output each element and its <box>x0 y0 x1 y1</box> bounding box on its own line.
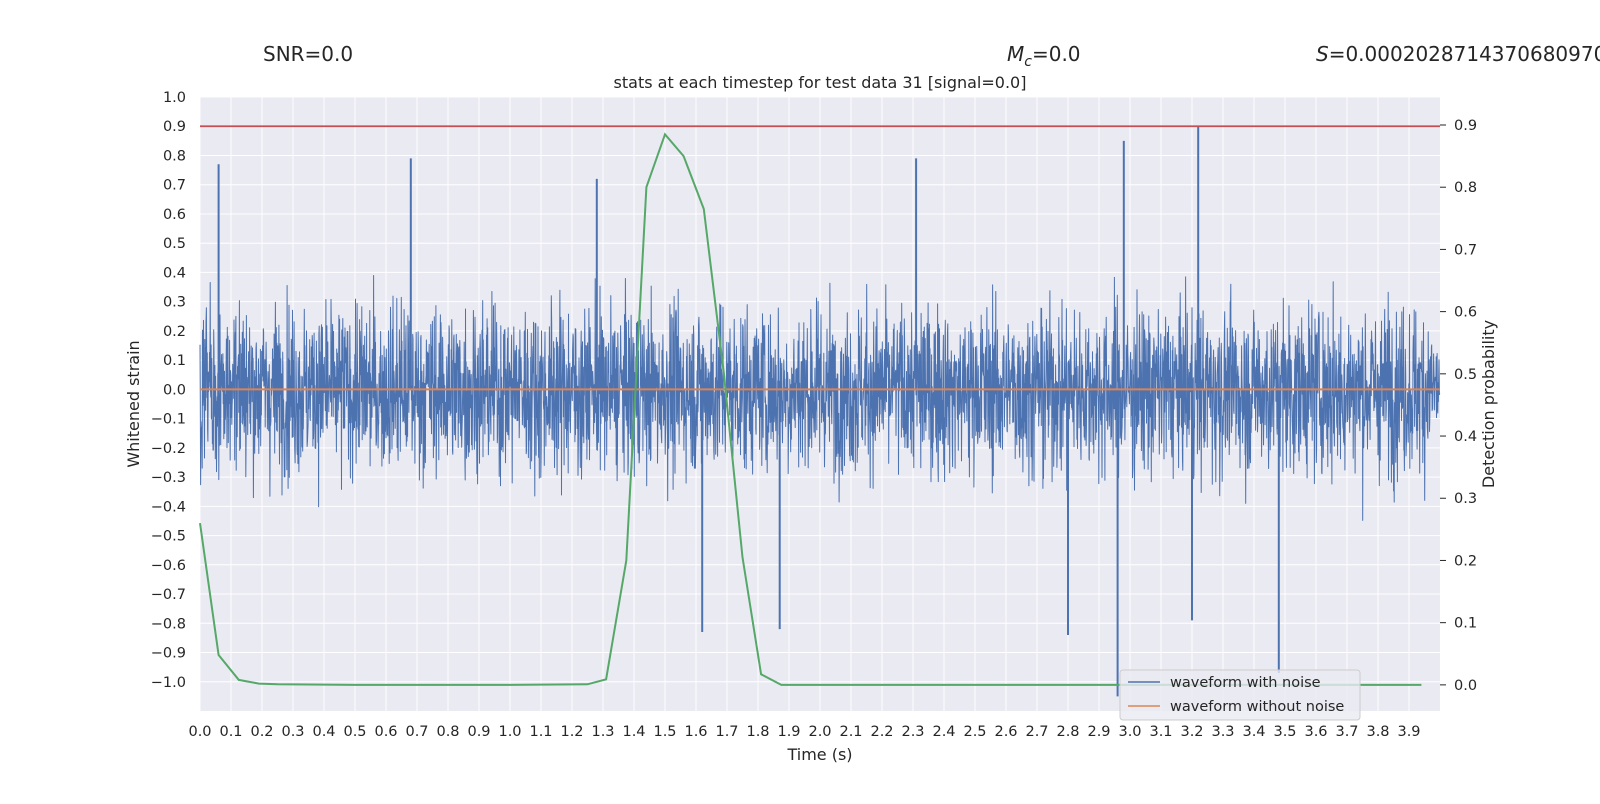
snr-stat: SNR=0.0 <box>263 42 353 66</box>
chirp-mass-symbol: M <box>1007 42 1024 66</box>
ticks-layer: 0.0 0.1 0.2 0.3 0.4 0.5 0.6 0.7 0.8 0.9 1.0 1.1 1.2 1… <box>151 90 1477 740</box>
x-tick-label: 2.8 <box>1056 724 1079 740</box>
x-tick-label: 1.0 <box>498 724 521 740</box>
y-left-tick-label: 1.0 <box>163 90 186 106</box>
x-tick-label: 1.7 <box>715 724 738 740</box>
y-left-tick-label: 0.8 <box>163 148 186 164</box>
y-left-tick-label: 0.2 <box>163 324 186 340</box>
x-tick-label: 0.6 <box>374 724 397 740</box>
y-left-tick-label: 0.3 <box>163 295 186 311</box>
s-symbol: S <box>1316 42 1329 66</box>
x-tick-label: 2.0 <box>808 724 831 740</box>
y-axis-left-label: Whitened strain <box>124 340 143 467</box>
x-tick-label: 1.6 <box>684 724 707 740</box>
x-tick-label: 1.4 <box>622 724 645 740</box>
y-left-tick-label: −0.2 <box>151 441 186 457</box>
chirp-mass-stat: Mc=0.0 <box>1007 42 1081 70</box>
x-tick-label: 3.3 <box>1211 724 1234 740</box>
x-tick-label: 3.9 <box>1397 724 1420 740</box>
x-tick-label: 2.6 <box>994 724 1017 740</box>
x-tick-label: 1.1 <box>529 724 552 740</box>
s-value: =0.0002028714370680970 <box>1329 42 1600 66</box>
legend: waveform with noise waveform without noi… <box>1119 669 1361 721</box>
x-tick-label: 3.2 <box>1180 724 1203 740</box>
x-tick-label: 2.9 <box>1087 724 1110 740</box>
y-right-tick-label: 0.1 <box>1454 616 1477 632</box>
noisy-waveform-line <box>199 275 1441 521</box>
x-tick-label: 1.8 <box>746 724 769 740</box>
x-tick-label: 3.4 <box>1242 724 1265 740</box>
x-tick-label: 2.5 <box>963 724 986 740</box>
y-axis-right-label: Detection probability <box>1479 320 1498 488</box>
detection-probability-line <box>199 132 1422 686</box>
y-left-tick-label: −0.9 <box>151 646 186 662</box>
x-tick-label: 2.1 <box>839 724 862 740</box>
x-tick-label: 0.5 <box>343 724 366 740</box>
x-tick-label: 0.3 <box>281 724 304 740</box>
x-tick-label: 0.8 <box>436 724 459 740</box>
x-tick-label: 0.2 <box>250 724 273 740</box>
y-left-tick-label: 0.9 <box>163 119 186 135</box>
y-right-tick-label: 0.6 <box>1454 305 1477 321</box>
x-tick-label: 0.4 <box>312 724 335 740</box>
x-tick-label: 3.5 <box>1273 724 1296 740</box>
x-tick-label: 3.1 <box>1149 724 1172 740</box>
x-tick-label: 1.5 <box>653 724 676 740</box>
y-left-tick-label: −0.8 <box>151 616 186 632</box>
x-tick-label: 1.9 <box>777 724 800 740</box>
y-left-tick-label: −0.6 <box>151 558 186 574</box>
x-tick-label: 1.2 <box>560 724 583 740</box>
legend-label-noisy: waveform with noise <box>1170 675 1321 691</box>
y-left-tick-label: 0.7 <box>163 178 186 194</box>
y-left-tick-label: −1.0 <box>151 675 186 691</box>
x-tick-label: 0.7 <box>405 724 428 740</box>
x-tick-label: 3.0 <box>1118 724 1141 740</box>
y-right-tick-label: 0.4 <box>1454 429 1477 445</box>
y-left-tick-label: −0.3 <box>151 470 186 486</box>
series-layer <box>199 125 1441 697</box>
x-tick-label: 2.4 <box>932 724 955 740</box>
legend-frame <box>1119 669 1361 721</box>
y-left-tick-label: −0.5 <box>151 529 186 545</box>
x-tick-label: 2.3 <box>901 724 924 740</box>
y-right-tick-label: 0.0 <box>1454 678 1477 694</box>
s-stat: S=0.0002028714370680970 <box>1316 42 1600 66</box>
chirp-mass-value: =0.0 <box>1032 42 1081 66</box>
x-tick-label: 0.9 <box>467 724 490 740</box>
y-left-tick-label: −0.4 <box>151 499 186 515</box>
y-right-tick-label: 0.5 <box>1454 367 1477 383</box>
x-tick-label: 2.2 <box>870 724 893 740</box>
y-left-tick-label: 0.4 <box>163 265 186 281</box>
y-right-tick-label: 0.7 <box>1454 242 1477 258</box>
x-tick-label: 0.1 <box>219 724 242 740</box>
legend-label-clean: waveform without noise <box>1170 699 1344 715</box>
x-tick-label: 3.8 <box>1366 724 1389 740</box>
x-tick-label: 0.0 <box>188 724 211 740</box>
y-right-tick-label: 0.9 <box>1454 118 1477 134</box>
y-left-tick-label: 0.0 <box>163 382 186 398</box>
chart-title: stats at each timestep for test data 31 … <box>614 73 1027 92</box>
x-tick-label: 3.6 <box>1304 724 1327 740</box>
y-right-tick-label: 0.8 <box>1454 180 1477 196</box>
x-tick-label: 3.7 <box>1335 724 1358 740</box>
y-right-tick-label: 0.3 <box>1454 491 1477 507</box>
y-left-tick-label: −0.1 <box>151 412 186 428</box>
x-axis-label: Time (s) <box>786 745 852 764</box>
y-left-tick-label: 0.1 <box>163 353 186 369</box>
y-left-tick-label: 0.6 <box>163 207 186 223</box>
x-tick-label: 1.3 <box>591 724 614 740</box>
y-right-tick-label: 0.2 <box>1454 553 1477 569</box>
x-tick-label: 2.7 <box>1025 724 1048 740</box>
y-left-tick-label: 0.5 <box>163 236 186 252</box>
y-left-tick-label: −0.7 <box>151 587 186 603</box>
chirp-mass-subscript: c <box>1024 54 1032 70</box>
